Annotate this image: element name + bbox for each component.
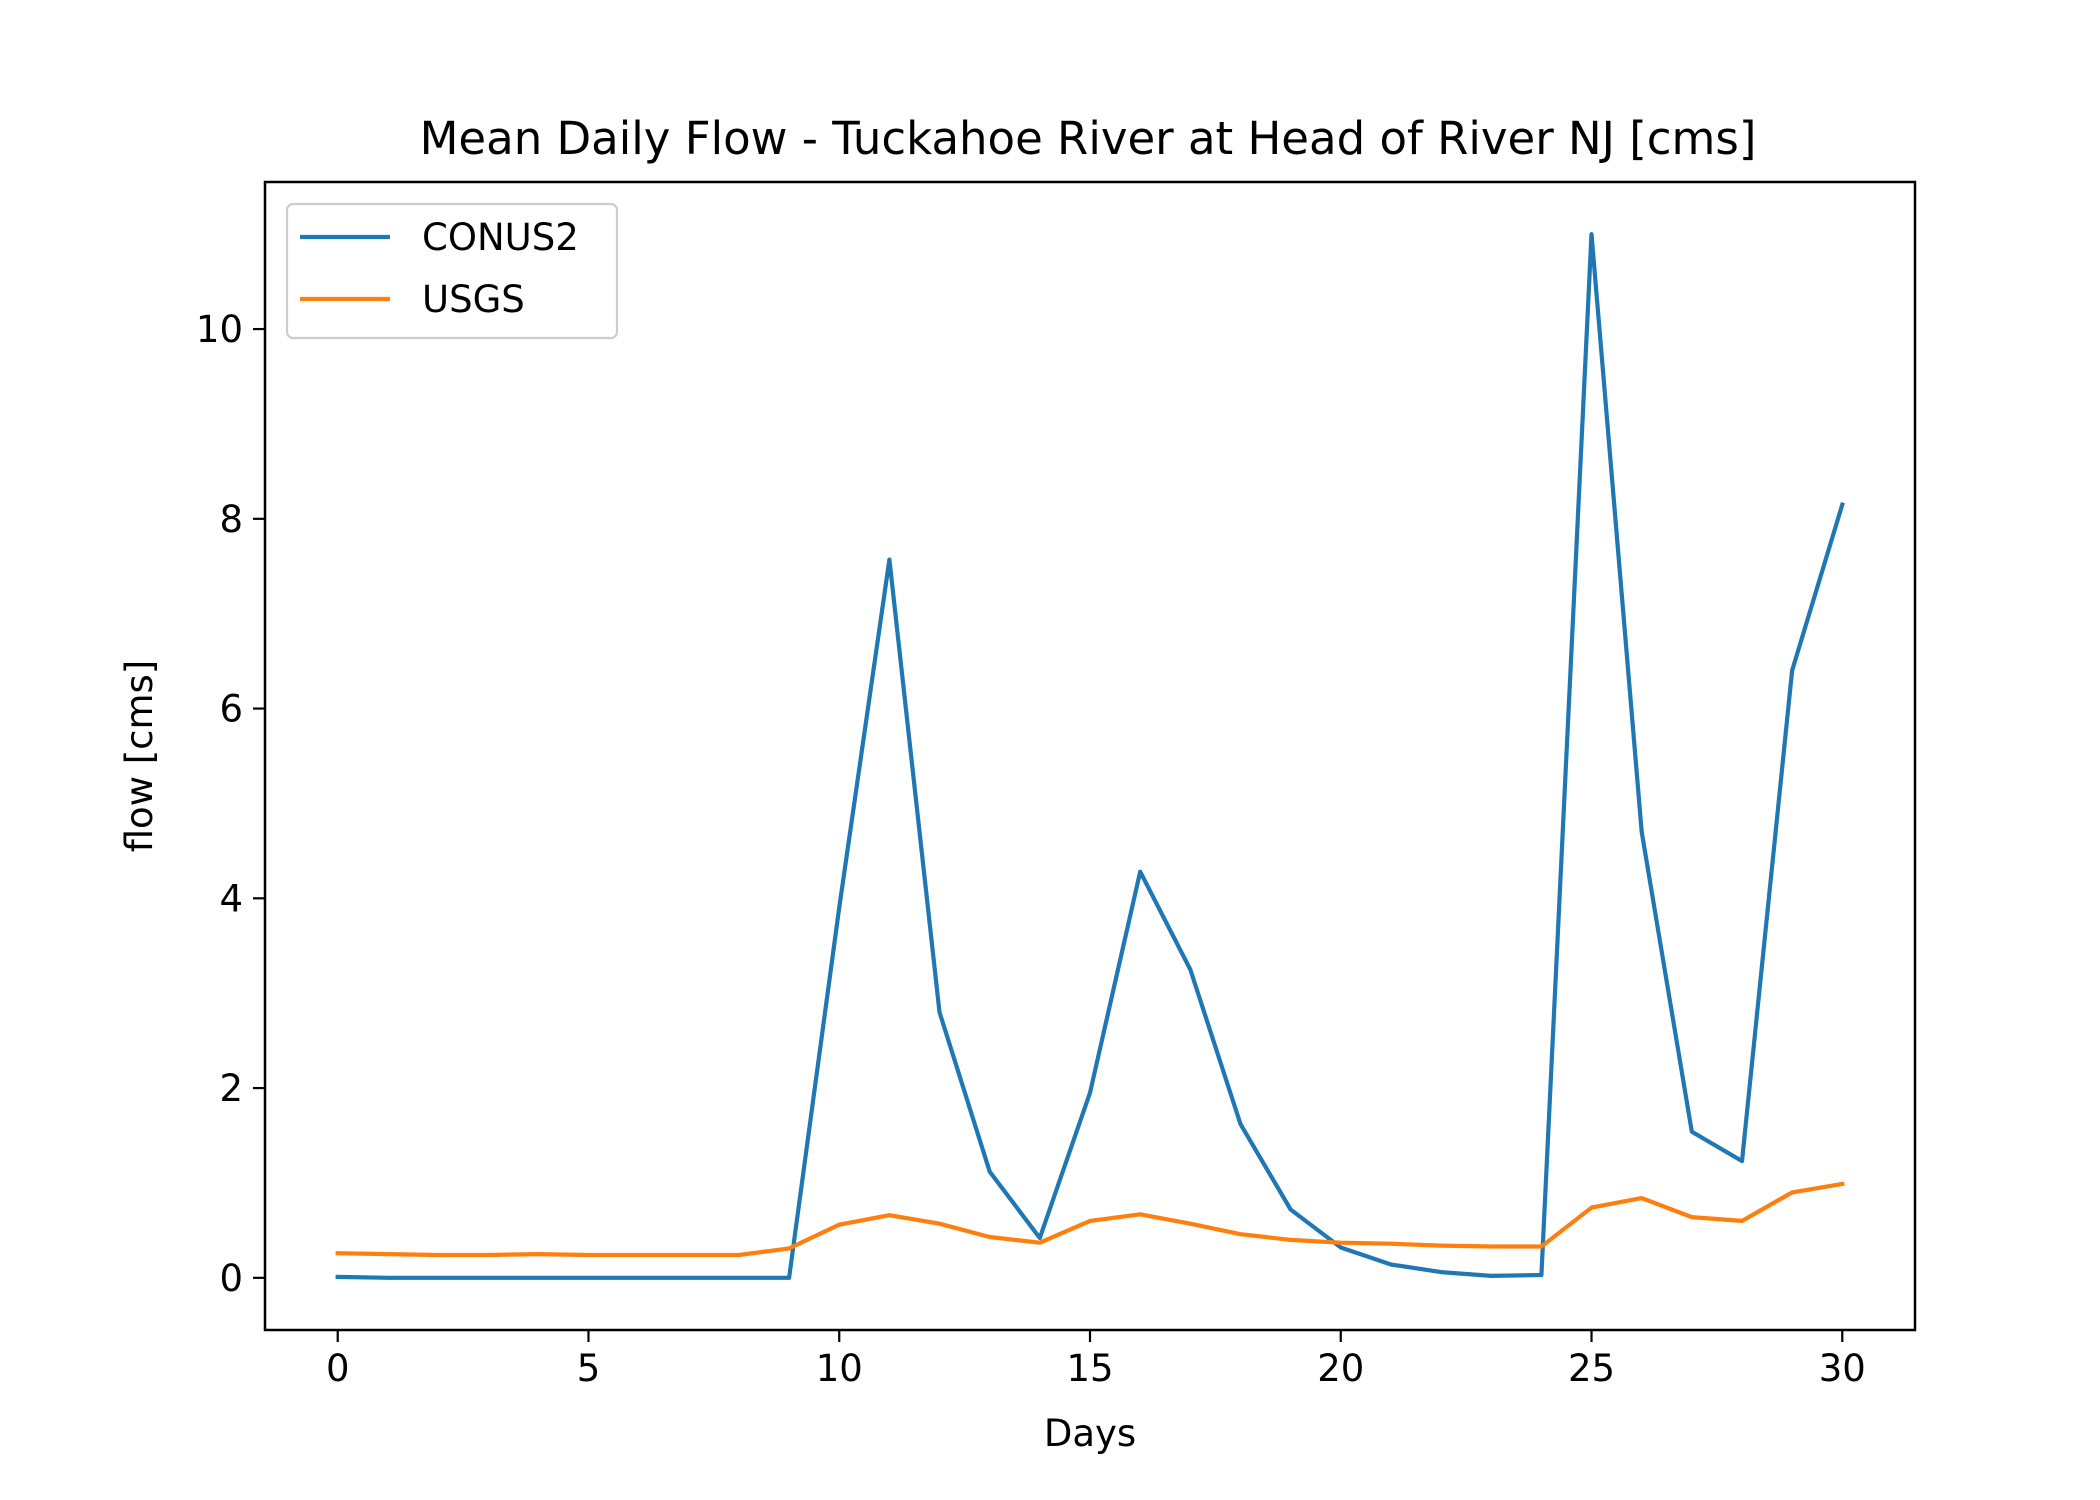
x-tick-label: 15 — [1066, 1347, 1113, 1390]
y-axis-label: flow [cms] — [118, 660, 161, 853]
chart-title: Mean Daily Flow - Tuckahoe River at Head… — [420, 112, 1757, 165]
series-line-conus2 — [335, 232, 1845, 1280]
y-tick-label: 0 — [219, 1257, 243, 1300]
y-tick-label: 10 — [196, 308, 243, 351]
legend-label-conus2: CONUS2 — [422, 216, 579, 259]
legend-label-usgs: USGS — [422, 278, 525, 321]
y-tick-label: 6 — [219, 688, 243, 731]
x-tick-label: 30 — [1819, 1347, 1866, 1390]
series-layer — [335, 232, 1845, 1280]
x-axis: 0 5 10 15 20 25 30 — [326, 1330, 1866, 1390]
y-tick-label: 4 — [219, 877, 243, 920]
x-axis-label: Days — [1044, 1412, 1136, 1455]
legend: CONUS2 USGS — [285, 202, 619, 340]
series-line-usgs — [335, 1181, 1845, 1258]
x-tick-label: 0 — [326, 1347, 350, 1390]
x-tick-label: 25 — [1568, 1347, 1615, 1390]
x-tick-label: 10 — [816, 1347, 863, 1390]
y-tick-label: 2 — [219, 1067, 243, 1110]
y-tick-label: 8 — [219, 498, 243, 541]
x-tick-label: 5 — [577, 1347, 601, 1390]
x-tick-label: 20 — [1317, 1347, 1364, 1390]
plot-frame — [263, 180, 1917, 1332]
y-axis: 0 2 4 6 8 10 — [196, 308, 265, 1300]
